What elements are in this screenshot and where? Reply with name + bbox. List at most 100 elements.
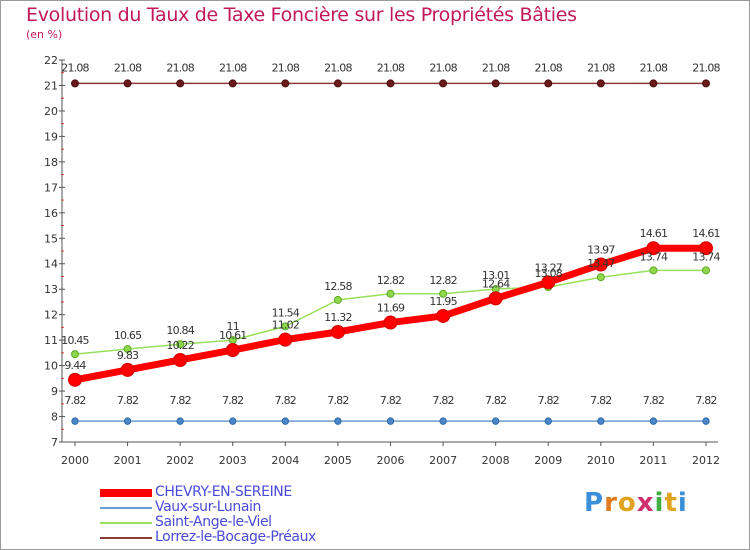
data-label-chevry: 14.61 <box>640 227 668 240</box>
data-label-lorrez: 21.08 <box>692 61 720 74</box>
data-label-vaux: 7.82 <box>643 394 664 407</box>
logo-letter: t <box>664 488 678 518</box>
data-point-vaux <box>649 417 658 425</box>
data-point-chevry <box>699 241 713 256</box>
data-label-lorrez: 21.08 <box>114 61 142 74</box>
data-point-vaux <box>702 417 710 425</box>
x-tick-label: 2003 <box>219 454 247 467</box>
data-point-lorrez <box>649 79 658 88</box>
data-label-chevry: 9.83 <box>117 349 139 362</box>
y-tick-label: 13 <box>44 283 58 296</box>
data-point-lorrez <box>386 79 395 88</box>
data-point-lorrez <box>596 79 605 88</box>
data-label-saint-ange: 13.74 <box>640 250 668 263</box>
data-point-lorrez <box>491 79 500 88</box>
legend-label-chevry: CHEVRY-EN-SEREINE <box>155 484 292 500</box>
data-point-vaux <box>176 417 184 425</box>
data-label-vaux: 7.82 <box>485 394 506 407</box>
data-label-vaux: 7.82 <box>275 394 296 407</box>
data-point-saint-ange <box>281 322 290 331</box>
data-point-vaux <box>491 417 500 425</box>
logo-letter: x <box>636 488 655 518</box>
y-tick-label: 16 <box>44 207 58 220</box>
x-tick-label: 2001 <box>114 454 142 467</box>
data-label-saint-ange: 13.08 <box>535 267 563 280</box>
y-tick-label: 8 <box>51 411 58 424</box>
y-tick-label: 18 <box>44 156 58 169</box>
logo-letter: i <box>654 488 665 518</box>
data-label-saint-ange: 10.65 <box>114 329 142 342</box>
data-label-lorrez: 21.08 <box>429 61 457 74</box>
data-label-saint-ange: 10.45 <box>61 334 89 347</box>
data-label-saint-ange: 12.82 <box>429 274 457 287</box>
data-point-chevry <box>541 275 556 290</box>
data-label-vaux: 7.82 <box>327 394 348 407</box>
x-tick-label: 2012 <box>692 454 720 467</box>
data-point-chevry <box>68 372 82 387</box>
y-tick-label: 17 <box>44 181 58 194</box>
y-tick-label: 21 <box>44 79 58 92</box>
data-point-chevry <box>173 352 188 367</box>
data-label-saint-ange: 13.74 <box>692 250 720 263</box>
y-tick-label: 14 <box>44 258 58 271</box>
x-tick-label: 2010 <box>587 454 615 467</box>
x-tick-label: 2011 <box>639 454 667 467</box>
legend-swatch-lorrez <box>100 537 152 539</box>
data-point-saint-ange <box>439 289 448 298</box>
logo-letter: o <box>617 488 637 518</box>
chart-unit-label: (en %) <box>26 28 63 41</box>
data-point-saint-ange <box>386 289 395 298</box>
legend-item-lorrez: Lorrez-le-Bocage-Préaux <box>100 529 360 546</box>
y-tick-label: 11 <box>44 334 58 347</box>
data-label-chevry: 13.97 <box>587 243 615 256</box>
y-tick-label: 19 <box>44 130 58 143</box>
data-point-saint-ange <box>176 340 185 349</box>
data-label-vaux: 7.82 <box>222 394 243 407</box>
data-point-chevry <box>436 308 451 323</box>
data-point-vaux <box>386 417 395 425</box>
y-tick-label: 12 <box>44 309 58 322</box>
x-tick-label: 2006 <box>377 454 405 467</box>
chart-title: Evolution du Taux de Taxe Foncière sur l… <box>26 4 577 26</box>
data-point-lorrez <box>439 79 448 88</box>
data-point-vaux <box>597 417 605 425</box>
x-tick-label: 2005 <box>324 454 352 467</box>
data-point-saint-ange <box>123 345 132 354</box>
data-point-saint-ange <box>333 295 342 304</box>
data-point-vaux <box>281 417 290 425</box>
data-point-vaux <box>123 417 132 425</box>
y-tick-label: 22 <box>44 54 58 67</box>
data-point-lorrez <box>176 79 185 88</box>
data-label-saint-ange: 13.47 <box>587 257 615 270</box>
legend-swatch-saint-ange <box>100 522 152 524</box>
data-label-lorrez: 21.08 <box>482 61 510 74</box>
data-label-lorrez: 21.08 <box>219 61 247 74</box>
legend-swatch-chevry <box>100 489 152 497</box>
data-point-chevry <box>330 324 345 339</box>
data-label-lorrez: 21.08 <box>166 61 194 74</box>
data-label-lorrez: 21.08 <box>272 61 300 74</box>
data-point-saint-ange <box>702 266 710 275</box>
data-label-chevry: 10.61 <box>219 329 247 342</box>
legend-item-saint-ange: Saint-Ange-le-Viel <box>100 514 360 531</box>
data-point-chevry <box>593 257 608 272</box>
data-label-chevry: 11.95 <box>429 295 457 308</box>
data-label-lorrez: 21.08 <box>587 61 615 74</box>
x-tick-label: 2000 <box>61 454 89 467</box>
data-label-saint-ange: 13.01 <box>482 269 510 282</box>
legend-swatch-vaux <box>100 507 152 509</box>
data-point-vaux <box>544 417 552 425</box>
data-point-saint-ange <box>596 273 605 282</box>
data-point-lorrez <box>281 79 290 88</box>
data-label-vaux: 7.82 <box>538 394 559 407</box>
x-tick-label: 2004 <box>271 454 299 467</box>
legend: CHEVRY-EN-SEREINE Vaux-sur-Lunain Saint-… <box>100 484 360 546</box>
data-point-vaux <box>229 417 237 425</box>
logo-letter: P <box>584 488 605 518</box>
data-point-lorrez <box>71 79 79 88</box>
data-point-chevry <box>383 315 398 330</box>
data-label-chevry: 11.32 <box>324 311 352 324</box>
logo-letter: r <box>604 488 618 518</box>
